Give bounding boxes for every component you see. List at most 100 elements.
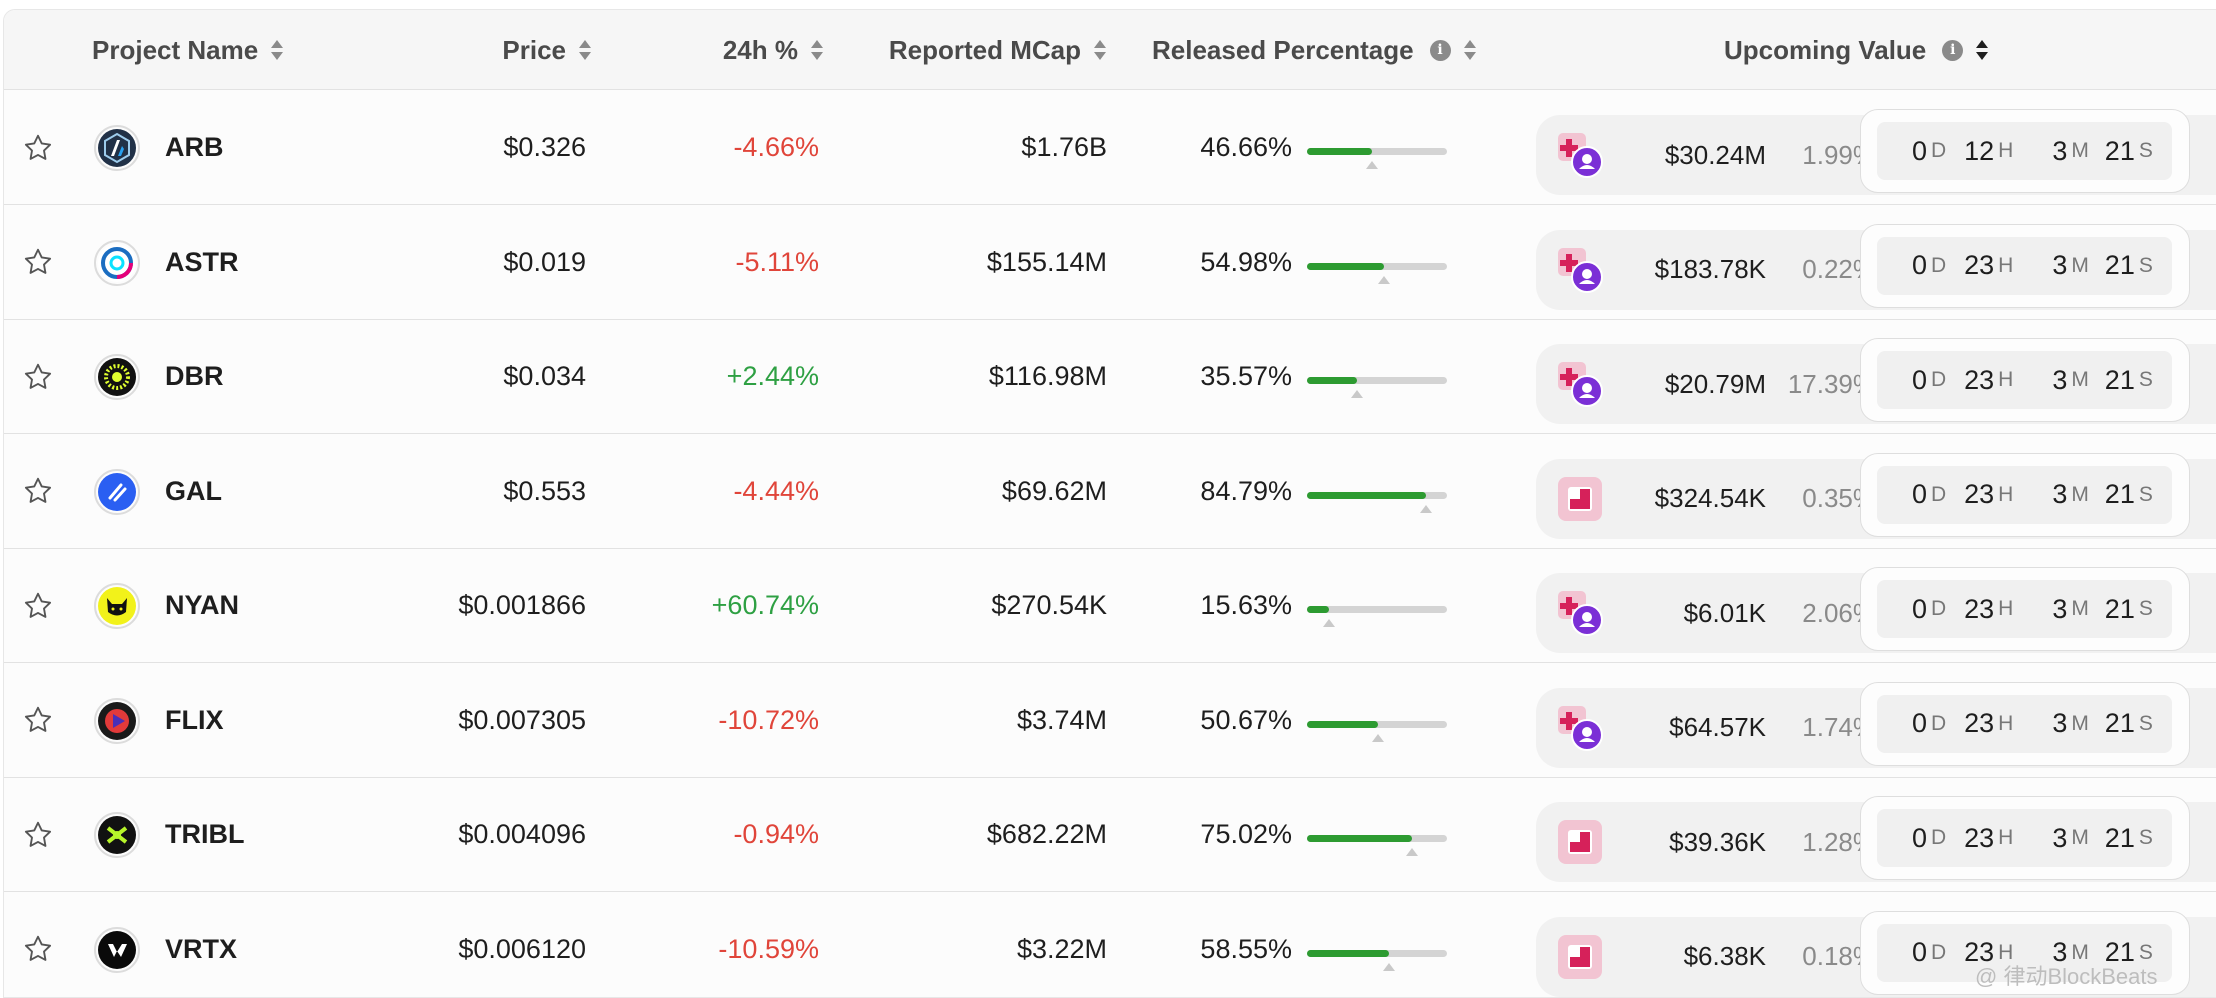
- project-symbol[interactable]: GAL: [165, 475, 222, 506]
- favorite-star-icon[interactable]: [20, 549, 56, 662]
- change-24h: +60.74%: [711, 590, 819, 620]
- project-symbol[interactable]: VRTX: [165, 933, 238, 964]
- project-symbol[interactable]: FLIX: [165, 704, 224, 735]
- price: $0.034: [503, 361, 586, 391]
- countdown-seconds-unit: S: [2138, 597, 2153, 620]
- project-symbol[interactable]: ASTR: [165, 246, 239, 277]
- project-symbol[interactable]: NYAN: [165, 590, 240, 620]
- countdown-hours: 23: [1964, 822, 1995, 853]
- countdown-days: 0: [1911, 135, 1927, 166]
- info-icon[interactable]: i: [1942, 39, 1964, 61]
- project-symbol[interactable]: DBR: [165, 361, 224, 391]
- released-progress-fill: [1307, 949, 1389, 957]
- project-symbol[interactable]: TRIBL: [165, 819, 245, 849]
- released-progress-fill: [1307, 148, 1373, 155]
- countdown-minutes: 3: [2052, 479, 2068, 509]
- reported-mcap: $116.98M: [988, 361, 1107, 391]
- countdown-seconds-unit: S: [2138, 253, 2153, 277]
- released-progress-marker: [1366, 161, 1379, 169]
- sort-icon[interactable]: [1975, 38, 1989, 62]
- upcoming-value: $6.01K: [1683, 597, 1766, 628]
- cliff-unlock-icon: [1556, 475, 1604, 523]
- countdown-hours-unit: H: [1998, 368, 2014, 391]
- countdown-seconds: 21: [2104, 937, 2135, 967]
- sort-icon[interactable]: [270, 38, 284, 62]
- price: $0.004096: [458, 819, 586, 849]
- favorite-star-icon[interactable]: [20, 893, 56, 998]
- reported-mcap: $155.14M: [986, 246, 1107, 277]
- released-progress-marker: [1382, 962, 1395, 971]
- token-unlock-table: Project Name Price 24h % Reported MCap R…: [3, 9, 2216, 998]
- header-project-name[interactable]: Project Name: [92, 10, 284, 90]
- info-icon[interactable]: i: [1429, 39, 1451, 61]
- tribl-logo-icon: [94, 812, 140, 858]
- reported-mcap: $3.74M: [1016, 704, 1107, 735]
- header-price[interactable]: Price: [404, 10, 592, 90]
- favorite-star-icon[interactable]: [20, 778, 56, 891]
- project-symbol[interactable]: ARB: [165, 132, 224, 162]
- table-row[interactable]: ASTR $0.019 -5.11% $155.14M 54.98% $183.…: [4, 205, 2216, 320]
- change-24h: -0.94%: [733, 819, 819, 849]
- header-reported-mcap[interactable]: Reported MCap: [844, 10, 1107, 90]
- favorite-star-icon[interactable]: [20, 664, 56, 777]
- released-progress-marker: [1371, 733, 1384, 742]
- released-percentage: 15.63%: [1200, 590, 1292, 620]
- countdown-minutes: 3: [2052, 708, 2068, 738]
- countdown-minutes-unit: M: [2071, 711, 2089, 735]
- table-row[interactable]: TRIBL $0.004096 -0.94% $682.22M 75.02% $…: [4, 778, 2216, 892]
- table-row[interactable]: GAL $0.553 -4.44% $69.62M 84.79% $324.54…: [4, 434, 2216, 549]
- favorite-star-icon[interactable]: [20, 206, 56, 319]
- table-row[interactable]: NYAN $0.001866 +60.74% $270.54K 15.63% $…: [4, 549, 2216, 663]
- favorite-star-icon[interactable]: [20, 320, 56, 433]
- countdown-seconds-unit: S: [2138, 139, 2153, 162]
- countdown-seconds: 21: [2104, 822, 2135, 853]
- favorite-star-icon[interactable]: [20, 435, 56, 548]
- countdown-hours: 23: [1964, 937, 1995, 967]
- reported-mcap: $270.54K: [991, 590, 1107, 620]
- table-row[interactable]: ARB $0.326 -4.66% $1.76B 46.66% $30.24M …: [4, 91, 2216, 205]
- countdown-days: 0: [1911, 593, 1927, 624]
- countdown-days: 0: [1911, 364, 1927, 395]
- countdown-minutes-unit: M: [2071, 826, 2089, 849]
- upcoming-value: $6.38K: [1683, 941, 1766, 971]
- countdown-days: 0: [1911, 250, 1927, 280]
- favorite-star-icon[interactable]: [20, 91, 56, 204]
- header-released-percentage[interactable]: Released Percentage i: [1152, 10, 1477, 90]
- sort-icon[interactable]: [1463, 38, 1477, 62]
- table-row[interactable]: DBR $0.034 +2.44% $116.98M 35.57% $20.79…: [4, 320, 2216, 434]
- countdown-minutes: 3: [2052, 135, 2068, 166]
- upcoming-value: $20.79M: [1664, 368, 1766, 399]
- price: $0.006120: [458, 933, 586, 964]
- countdown-minutes-unit: M: [2071, 368, 2089, 391]
- countdown-minutes: 3: [2052, 250, 2068, 280]
- header-upcoming-value[interactable]: Upcoming Value i: [1724, 10, 1989, 90]
- change-24h: -5.11%: [735, 246, 819, 277]
- sort-icon[interactable]: [1093, 38, 1107, 62]
- countdown-minutes-unit: M: [2071, 139, 2089, 162]
- countdown-days: 0: [1911, 708, 1927, 738]
- table-row[interactable]: FLIX $0.007305 -10.72% $3.74M 50.67% $64…: [4, 663, 2216, 778]
- sort-icon[interactable]: [578, 38, 592, 62]
- countdown-minutes: 3: [2052, 937, 2068, 967]
- header-project-name-label: Project Name: [92, 34, 259, 65]
- released-progress-fill: [1307, 377, 1357, 384]
- released-percentage: 84.79%: [1200, 475, 1292, 506]
- released-progress-fill: [1307, 720, 1378, 728]
- table-row[interactable]: VRTX $0.006120 -10.59% $3.22M 58.55% $6.…: [4, 892, 2216, 998]
- released-progress-fill: [1307, 835, 1413, 842]
- arbitrum-logo-icon: [94, 125, 140, 171]
- released-progress-fill: [1307, 262, 1384, 270]
- header-24h-change[interactable]: 24h %: [624, 10, 824, 90]
- sort-icon[interactable]: [810, 38, 824, 62]
- upcoming-value: $64.57K: [1669, 712, 1766, 742]
